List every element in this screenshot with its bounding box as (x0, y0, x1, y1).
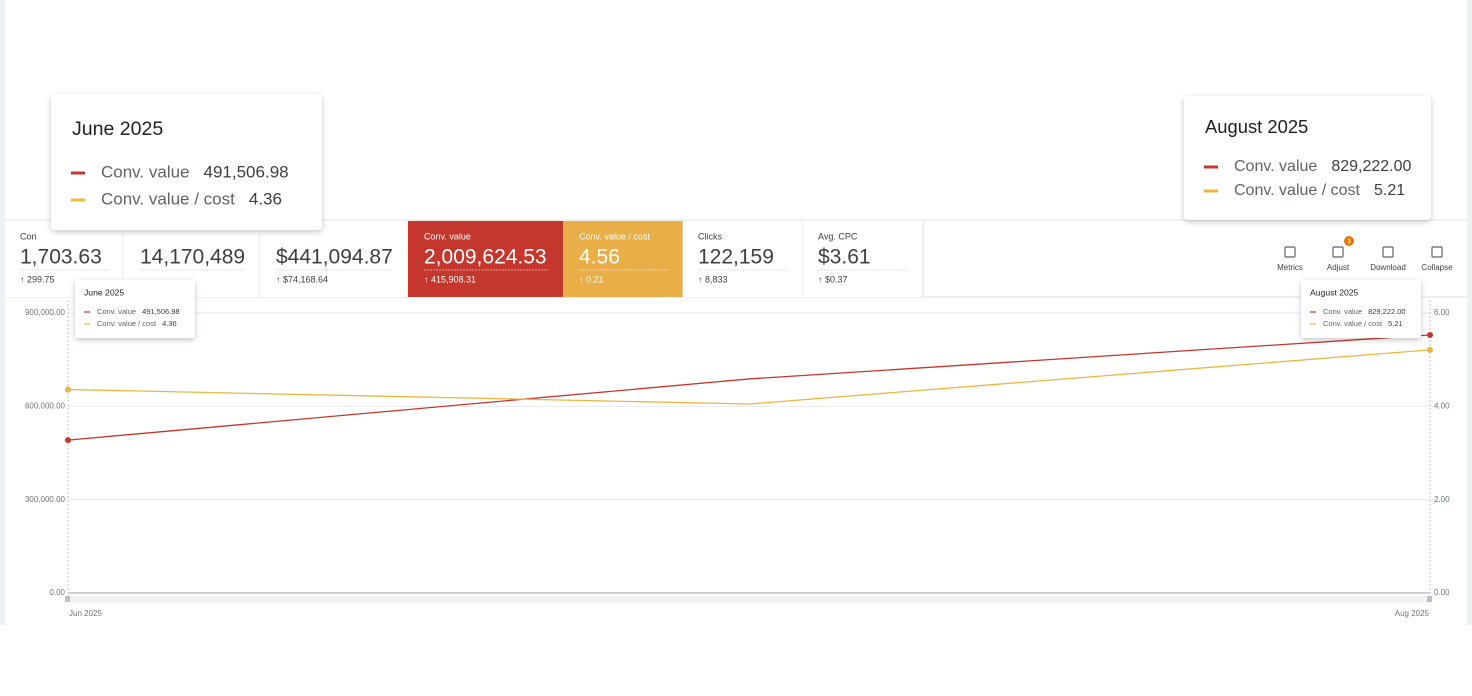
y2-tick-label: 6.00 (1434, 308, 1450, 317)
y-tick-label: 600,000.00 (25, 401, 66, 410)
tooltip: June 2025 Conv. value 491,506.98 Conv. valu… (51, 94, 322, 230)
tooltip-series-name: Conv. value / cost (97, 319, 157, 328)
toolbar-button[interactable]: Collapse (1421, 246, 1453, 272)
y2-tick-label: 4.00 (1434, 401, 1450, 410)
tooltip-value: 491,506.98 (204, 162, 289, 181)
card-label: Conv. value (424, 231, 471, 241)
card-value: $441,094.87 (276, 246, 393, 269)
card-value: 4.56 (579, 246, 620, 269)
tooltip-series-name: Conv. value (101, 162, 190, 181)
tooltip-title: August 2025 (1205, 116, 1308, 137)
tooltip-series-name: Conv. value / cost (1323, 319, 1383, 328)
tooltip: August 2025 Conv. value 829,222.00 Conv. va… (1184, 96, 1431, 220)
slider-handle[interactable] (1427, 596, 1432, 602)
card-delta: ↑ 0.21 (579, 274, 604, 284)
point (1427, 332, 1433, 339)
toolbar-button[interactable]: Download (1370, 246, 1406, 272)
tooltip-box (51, 94, 322, 230)
card-label: Conv. value / cost (579, 231, 650, 241)
tooltip-series-name: Conv. value (1323, 307, 1362, 316)
toolbar-button[interactable]: Metrics (1277, 246, 1303, 272)
range-slider (68, 596, 1430, 603)
metric-card[interactable] (683, 221, 803, 297)
point (1427, 346, 1433, 353)
tooltip-value: 4.36 (162, 319, 177, 328)
y2-tick-label: 2.00 (1434, 495, 1450, 504)
badge-count: 3 (1347, 238, 1351, 245)
card-label: Clicks (698, 231, 722, 241)
card-value: 2,009,624.53 (424, 246, 547, 269)
toolbar-button[interactable]: Adjust 3 (1327, 236, 1354, 272)
metric-card[interactable] (408, 221, 563, 297)
toolbar-icon (1431, 246, 1443, 258)
left-border (0, 0, 5, 625)
point (65, 437, 71, 444)
card-delta: ↑ 299.75 (20, 274, 55, 284)
tooltip-series-name: Conv. value (1234, 158, 1317, 175)
tooltip: August 2025 Conv. value 829,222.00 Conv. va… (1301, 280, 1421, 338)
x-tick-label: Jun 2025 (69, 609, 102, 618)
card-value: 122,159 (698, 246, 774, 269)
tooltip-series-name: Conv. value (97, 307, 136, 316)
toolbar-label: Metrics (1277, 263, 1303, 272)
tooltip-title: June 2025 (84, 287, 124, 297)
y-tick-label: 0.00 (49, 588, 65, 597)
card-delta: ↑ 8,833 (698, 274, 728, 284)
toolbar-icon (1382, 246, 1394, 258)
tooltip-value: 829,222.00 (1368, 307, 1406, 316)
toolbar-label: Adjust (1327, 263, 1350, 272)
slider-handle[interactable] (65, 596, 70, 602)
card-label: Con (20, 231, 37, 241)
metric-card[interactable] (803, 221, 923, 297)
y-tick-label: 900,000.00 (25, 308, 66, 317)
right-border (1467, 0, 1472, 625)
y2-tick-label: 0.00 (1434, 588, 1450, 597)
tooltip-value: 5.21 (1374, 182, 1405, 199)
toolbar-label: Collapse (1421, 263, 1453, 272)
card-value: $3.61 (818, 246, 871, 269)
card-value: 14,170,489 (140, 246, 245, 269)
series-line (67, 349, 1431, 405)
badge (1344, 236, 1354, 246)
toolbar-icon (1332, 246, 1344, 258)
card-delta: ↑ $74,168.64 (276, 274, 328, 284)
y-tick-label: 300,000.00 (25, 495, 66, 504)
metric-card[interactable] (260, 221, 408, 297)
tooltip-value: 5.21 (1388, 319, 1403, 328)
toolbar-label: Download (1370, 263, 1406, 272)
toolbar-icon (1284, 246, 1296, 258)
tooltip-value: 829,222.00 (1331, 158, 1411, 175)
tooltip-value: 4.36 (249, 189, 282, 208)
tooltip-title: August 2025 (1310, 287, 1359, 297)
metric-card[interactable] (563, 221, 683, 297)
series-line (67, 334, 1431, 441)
tooltip-box (75, 280, 195, 338)
tooltip-box (1301, 280, 1421, 338)
tooltip-title: June 2025 (72, 118, 163, 140)
x-tick-label: Aug 2025 (1395, 609, 1430, 618)
card-delta: ↑ 415,908.31 (424, 274, 476, 284)
card-label: Avg. CPC (818, 231, 858, 241)
tooltip-value: 491,506.98 (142, 307, 180, 316)
tooltip-box (1184, 96, 1431, 220)
tooltip-series-name: Conv. value / cost (1234, 182, 1361, 199)
tooltip-series-name: Conv. value / cost (101, 189, 235, 208)
card-value: 1,703.63 (20, 246, 102, 269)
card-delta: ↑ $0.37 (818, 274, 848, 284)
point (65, 386, 71, 393)
tooltip: June 2025 Conv. value 491,506.98 Conv. valu… (75, 280, 195, 338)
